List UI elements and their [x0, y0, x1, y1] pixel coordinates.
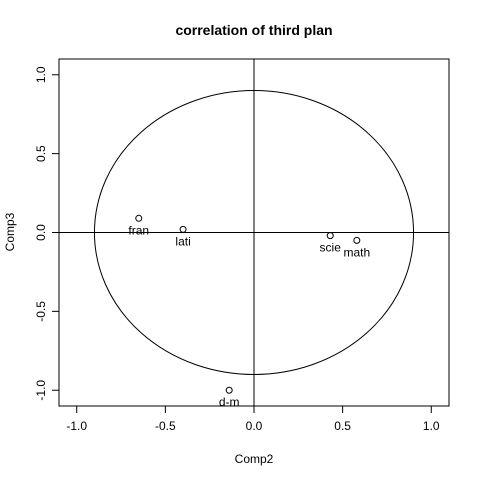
y-tick-label: -0.5 — [34, 301, 48, 322]
point-scie — [326, 232, 334, 240]
point-label-lati: lati — [175, 234, 190, 248]
x-tick-label: 0.0 — [246, 419, 263, 433]
x-axis-title: Comp2 — [235, 452, 274, 466]
y-tick-label: -1.0 — [34, 380, 48, 401]
point-math — [353, 236, 361, 244]
circle-outline — [93, 90, 415, 375]
point-label-math: math — [343, 245, 370, 259]
point-d-m — [225, 386, 233, 394]
point-fran — [135, 214, 143, 222]
point-lati — [179, 225, 187, 233]
y-axis: -1.0 -0.5 0.0 0.5 1.0 — [34, 66, 60, 401]
point-label-d-m: d-m — [219, 395, 240, 409]
point-label-fran: fran — [128, 223, 149, 237]
y-tick-label: 0.5 — [34, 145, 48, 162]
x-tick-label: -0.5 — [155, 419, 176, 433]
data-points: fran lati scie math d-m — [128, 214, 370, 409]
x-tick-label: -1.0 — [66, 419, 87, 433]
y-axis-title: Comp3 — [3, 212, 17, 251]
y-tick-label: 0.0 — [34, 224, 48, 241]
reference-lines — [59, 59, 449, 406]
x-tick-label: 0.5 — [334, 419, 351, 433]
y-tick-label: 1.0 — [34, 66, 48, 83]
point-label-scie: scie — [320, 241, 342, 255]
x-axis: -1.0 -0.5 0.0 0.5 1.0 — [66, 405, 440, 433]
x-tick-label: 1.0 — [423, 419, 440, 433]
correlation-circle — [93, 90, 415, 375]
chart-title: correlation of third plan — [175, 22, 332, 38]
